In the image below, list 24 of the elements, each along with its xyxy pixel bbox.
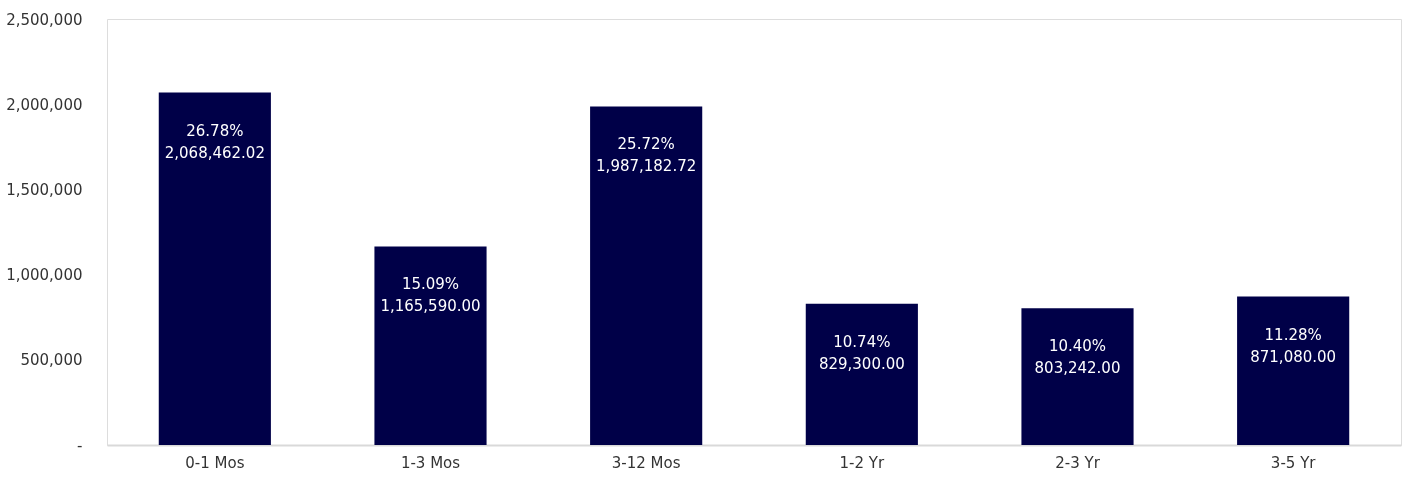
y-tick-label: 2,500,000 (6, 10, 83, 29)
data-label: 25.72% 1,987,182.72 (596, 135, 697, 176)
x-tick-label: 1-3 Mos (400, 453, 461, 472)
x-tick-label: 3-12 Mos (611, 453, 681, 472)
bar (1237, 296, 1350, 445)
y-tick-label: 1,500,000 (6, 180, 83, 199)
y-tick-label: 2,000,000 (6, 95, 83, 114)
y-tick-label: 500,000 (20, 351, 83, 370)
data-label: 10.40% 803,242.00 (1034, 337, 1121, 378)
data-label: 10.74% 829,300.00 (818, 332, 905, 373)
bar (1021, 308, 1134, 445)
data-label: 15.09% 1,165,590.00 (380, 275, 481, 316)
x-tick-label: 2-3 Yr (1055, 453, 1101, 472)
y-tick-label: - (77, 436, 83, 455)
bar (805, 303, 918, 445)
bar (590, 106, 703, 445)
bar (374, 246, 487, 445)
x-tick-label: 1-2 Yr (839, 453, 885, 472)
bar (158, 92, 271, 445)
data-label: 11.28% 871,080.00 (1250, 325, 1337, 366)
x-tick-label: 0-1 Mos (185, 453, 245, 472)
y-tick-label: 1,000,000 (6, 266, 83, 285)
data-label: 26.78% 2,068,462.02 (164, 121, 265, 162)
x-tick-label: 3-5 Yr (1270, 453, 1317, 472)
